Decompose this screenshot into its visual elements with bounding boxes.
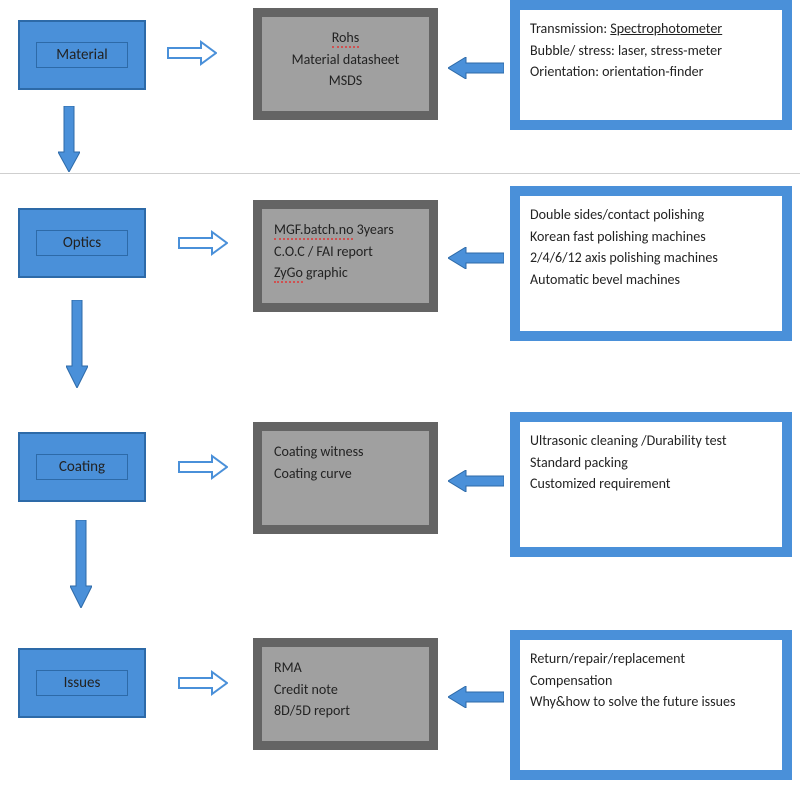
- doc-line: ZyGo graphic: [274, 262, 417, 284]
- stage-material: Material: [18, 20, 146, 90]
- doc-optics: MGF.batch.no 3years C.O.C / FAI report Z…: [253, 200, 438, 312]
- arrow-left-icon: [448, 686, 504, 708]
- doc-line: C.O.C / FAI report: [274, 241, 417, 263]
- arrow-down-icon: [66, 300, 88, 388]
- arrow-left-icon: [448, 57, 504, 79]
- side-optics: Double sides/contact polishing Korean fa…: [510, 186, 792, 341]
- side-line: Bubble/ stress: laser, stress-meter: [530, 40, 772, 62]
- stage-issues: Issues: [18, 648, 146, 718]
- arrow-right-icon: [178, 230, 228, 256]
- doc-issues: RMA Credit note 8D/5D report: [253, 638, 438, 750]
- stage-coating: Coating: [18, 432, 146, 502]
- arrow-left-icon: [448, 470, 504, 492]
- stage-optics: Optics: [18, 208, 146, 278]
- doc-line: RMA: [274, 657, 417, 679]
- side-line: Ultrasonic cleaning /Durability test: [530, 430, 772, 452]
- side-line: Double sides/contact polishing: [530, 204, 772, 226]
- side-line: 2/4/6/12 axis polishing machines: [530, 247, 772, 269]
- doc-line: Rohs: [332, 29, 360, 48]
- side-line: Compensation: [530, 670, 772, 692]
- stage-label: Issues: [64, 674, 101, 692]
- arrow-left-icon: [448, 247, 504, 269]
- side-line: Return/repair/replacement: [530, 648, 772, 670]
- stage-label: Material: [56, 46, 108, 64]
- side-line: Transmission: Spectrophotometer: [530, 18, 772, 40]
- stage-label: Coating: [59, 458, 105, 476]
- doc-line: Coating witness: [274, 441, 417, 463]
- doc-line: MSDS: [274, 70, 417, 92]
- arrow-down-icon: [70, 520, 92, 608]
- side-material: Transmission: Spectrophotometer Bubble/ …: [510, 0, 792, 130]
- doc-line: 8D/5D report: [274, 700, 417, 722]
- side-line: Why&how to solve the future issues: [530, 691, 772, 713]
- side-issues: Return/repair/replacement Compensation W…: [510, 630, 792, 780]
- doc-line: Credit note: [274, 679, 417, 701]
- side-coating: Ultrasonic cleaning /Durability test Sta…: [510, 412, 792, 557]
- doc-line: Coating curve: [274, 463, 417, 485]
- arrow-right-icon: [178, 670, 228, 696]
- side-line: Customized requirement: [530, 473, 772, 495]
- separator: [0, 173, 800, 174]
- side-line: Standard packing: [530, 452, 772, 474]
- side-line: Orientation: orientation-finder: [530, 61, 772, 83]
- arrow-right-icon: [167, 40, 217, 66]
- doc-material: Rohs Material datasheet MSDS: [253, 8, 438, 120]
- arrow-right-icon: [178, 454, 228, 480]
- doc-coating: Coating witness Coating curve: [253, 422, 438, 534]
- doc-line: MGF.batch.no: [274, 221, 353, 240]
- doc-line: Material datasheet: [274, 49, 417, 71]
- stage-label: Optics: [63, 234, 101, 252]
- side-line: Korean fast polishing machines: [530, 226, 772, 248]
- side-line: Automatic bevel machines: [530, 269, 772, 291]
- arrow-down-icon: [58, 106, 80, 172]
